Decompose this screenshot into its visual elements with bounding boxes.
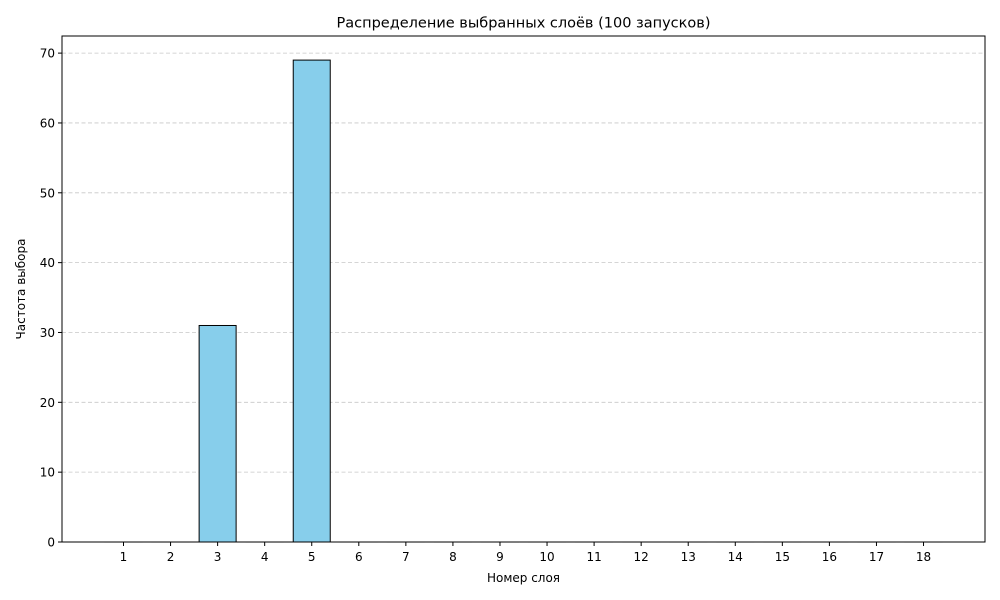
x-tick-label: 9: [496, 550, 504, 564]
x-tick-label: 17: [869, 550, 884, 564]
x-tick-label: 12: [634, 550, 649, 564]
y-tick-label: 10: [40, 466, 55, 480]
y-axis-ticks: 0 10 20 30 40 50 60 70: [40, 47, 62, 550]
x-tick-label: 2: [167, 550, 175, 564]
grid-lines: [62, 52, 985, 473]
y-tick-label: 30: [40, 326, 55, 340]
bars: [104, 59, 943, 543]
bar-layer-3: [198, 324, 237, 543]
y-tick-label: 70: [40, 47, 55, 61]
x-tick-label: 11: [586, 550, 601, 564]
chart-title: Распределение выбранных слоёв (100 запус…: [337, 16, 711, 32]
x-tick-label: 18: [916, 550, 931, 564]
y-tick-label: 60: [40, 116, 55, 130]
x-axis-ticks: 1 2 3 4 5 6 7 8 9 10 11 12 13 14 15 16 17 18: [120, 542, 931, 564]
x-tick-label: 1: [120, 550, 128, 564]
y-tick-label: 20: [40, 396, 55, 410]
x-tick-label: 4: [261, 550, 269, 564]
x-tick-label: 6: [355, 550, 363, 564]
x-tick-label: 15: [775, 550, 790, 564]
x-tick-label: 3: [214, 550, 222, 564]
x-tick-label: 10: [539, 550, 554, 564]
plot-frame: [61, 35, 986, 543]
y-tick-label: 50: [40, 186, 55, 200]
x-tick-label: 8: [449, 550, 457, 564]
x-tick-label: 5: [308, 550, 316, 564]
y-axis-label: Частота выбора: [14, 239, 28, 340]
y-tick-label: 0: [47, 536, 55, 550]
x-tick-label: 7: [402, 550, 410, 564]
x-axis-label: Номер слоя: [487, 571, 560, 585]
y-tick-label: 40: [40, 256, 55, 270]
bar-layer-5: [292, 59, 331, 543]
x-tick-label: 16: [822, 550, 837, 564]
x-tick-label: 14: [728, 550, 743, 564]
x-tick-label: 13: [681, 550, 696, 564]
